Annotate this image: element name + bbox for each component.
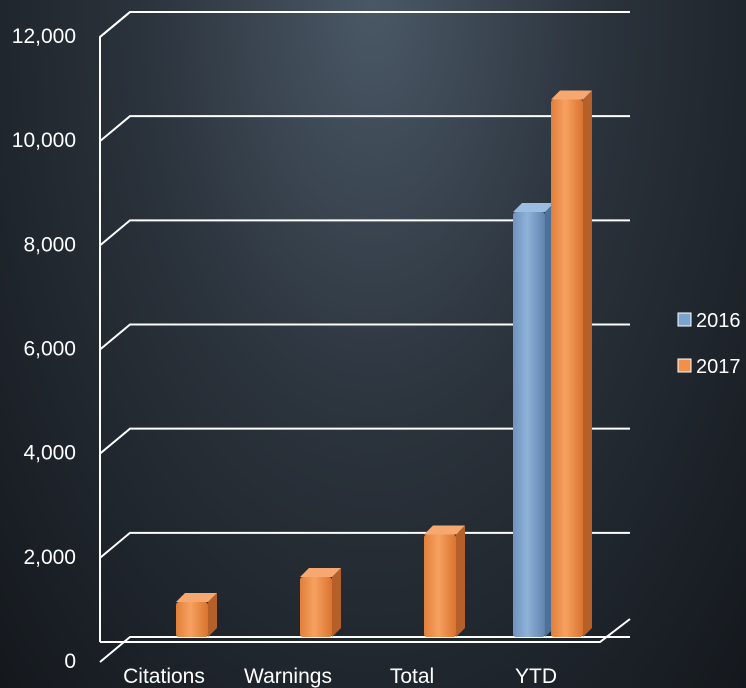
gridline [99, 636, 630, 663]
bars [176, 90, 592, 637]
legend-label: 2016 [696, 310, 741, 332]
gridline [99, 427, 630, 455]
y-tick-label: 8,000 [23, 233, 76, 256]
legend: 2016 2017 [677, 310, 741, 378]
gridline [99, 323, 630, 351]
x-axis: Citations Warnings Total YTD [123, 665, 557, 688]
bar-2017-ytd [551, 90, 592, 637]
x-tick-label: Citations [123, 665, 205, 688]
gridline [99, 11, 630, 38]
legend-swatch [677, 312, 692, 327]
x-tick-label: Total [390, 665, 434, 688]
y-tick-label: 4,000 [23, 442, 76, 465]
bar-2017-total [424, 525, 465, 637]
gridline [99, 115, 630, 142]
x-tick-label: Warnings [244, 665, 332, 688]
x-tick-label: YTD [515, 665, 557, 688]
y-axis-line [99, 11, 131, 642]
y-tick-label: 6,000 [23, 338, 76, 361]
bar-2017-warnings [300, 568, 341, 637]
bar-2017-citations [176, 593, 217, 637]
y-tick-label: 10,000 [12, 129, 76, 152]
legend-swatch [677, 358, 692, 373]
y-tick-label: 12,000 [12, 25, 76, 48]
gridlines [99, 11, 631, 663]
legend-label: 2017 [696, 356, 741, 378]
bar-2016-ytd [513, 203, 554, 637]
y-tick-label: 2,000 [23, 546, 76, 569]
gridline [99, 219, 630, 247]
y-axis: 0 2,000 4,000 6,000 8,000 10,000 12,000 [12, 25, 76, 673]
floor-edge [100, 618, 631, 643]
y-tick-label: 0 [64, 650, 76, 673]
